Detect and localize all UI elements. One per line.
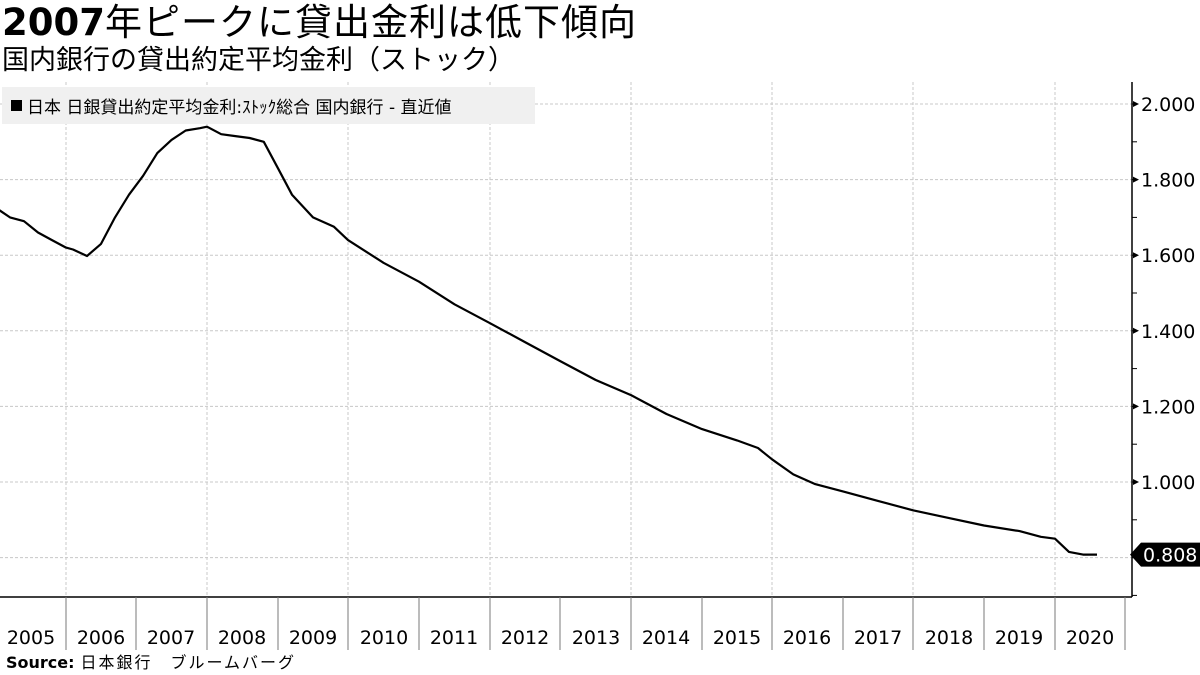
series-line: [0, 125, 1097, 556]
last-value-badge: [1130, 542, 1200, 567]
legend: 日本 日銀貸出約定平均金利:ｽﾄｯｸ総合 国内銀行 - 直近値: [2, 87, 535, 124]
chart-subtitle: 国内銀行の貸出約定平均金利（ストック）: [2, 45, 515, 76]
chart-title-text: 年ピークに貸出金利は低下傾向: [104, 1, 637, 44]
y-tick-label: 1.600: [1141, 245, 1195, 267]
y-tick-label: 1.000: [1141, 472, 1195, 494]
y-tick-arrow-icon: [1133, 101, 1139, 107]
x-tick-label: 2020: [1066, 627, 1114, 649]
y-tick-label: 1.200: [1141, 396, 1195, 418]
x-tick-label: 2017: [854, 627, 902, 649]
legend-label: 日本 日銀貸出約定平均金利:ｽﾄｯｸ総合 国内銀行 - 直近値: [27, 98, 452, 118]
x-tick-label: 2014: [642, 627, 690, 649]
last-value-text: 0.808: [1143, 545, 1197, 567]
x-tick-label: 2018: [925, 627, 973, 649]
y-tick-arrow-icon: [1133, 403, 1139, 410]
y-tick-arrow-icon: [1133, 479, 1139, 485]
x-tick-label: 2008: [218, 627, 266, 649]
chart-title: 2007年ピークに貸出金利は低下傾向: [2, 0, 637, 46]
x-tick-label: 2016: [783, 627, 831, 649]
chart-title-year: 2007: [2, 1, 105, 44]
x-tick-label: 2007: [147, 627, 195, 649]
axes: 2.000 1.800 1.600 1.400 1.200 1.000 2005 2006 20…: [0, 82, 1195, 650]
last-value-label: 0.808: [1130, 542, 1200, 567]
source-note: Source: 日本銀行 ブルームバーグ: [6, 653, 296, 673]
legend-swatch-icon: [11, 100, 22, 111]
y-tick-label: 2.000: [1141, 94, 1195, 116]
y-tick-arrow-icon: [1133, 252, 1139, 259]
x-tick-label: 2006: [77, 627, 125, 649]
gridlines: [0, 82, 1132, 597]
source-label: Source:: [6, 653, 75, 672]
x-tick-label: 2009: [289, 627, 337, 649]
y-tick-arrow-icon: [1133, 176, 1139, 183]
source-text: 日本銀行 ブルームバーグ: [80, 653, 297, 672]
y-tick-label: 1.400: [1141, 321, 1195, 343]
x-tick-label: 2013: [572, 627, 620, 649]
y-tick-arrow-icon: [1133, 327, 1139, 334]
x-tick-label: 2005: [7, 627, 55, 649]
x-tick-label: 2012: [501, 627, 549, 649]
x-tick-label: 2011: [430, 627, 478, 649]
x-tick-label: 2015: [713, 627, 761, 649]
x-tick-label: 2019: [995, 627, 1043, 649]
x-tick-label: 2010: [360, 627, 408, 649]
y-tick-label: 1.800: [1141, 170, 1195, 192]
